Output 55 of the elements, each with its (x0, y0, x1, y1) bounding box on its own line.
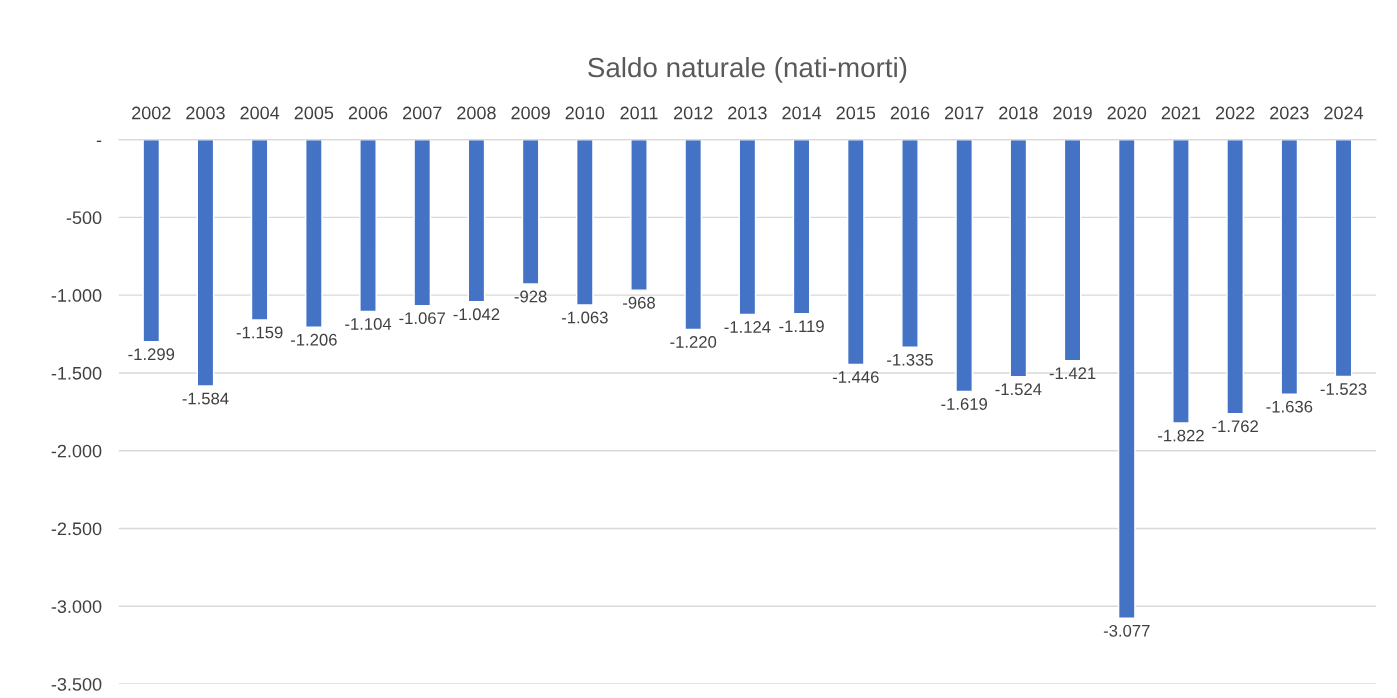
x-tick-label: 2006 (348, 106, 388, 120)
data-label: -1.446 (832, 371, 879, 383)
x-tick-label: 2017 (945, 106, 984, 120)
data-label: -1.104 (345, 317, 392, 330)
data-label: -1.042 (453, 308, 500, 321)
data-label: -1.124 (724, 321, 771, 333)
x-tick-label: 2010 (565, 106, 605, 120)
data-label: -1.119 (779, 320, 824, 333)
data-label: -1.524 (995, 383, 1042, 396)
x-tick-label: 2011 (620, 106, 658, 120)
data-label: -968 (623, 296, 655, 309)
x-tick-label: 2007 (403, 106, 442, 120)
x-tick-label: 2018 (999, 106, 1038, 120)
chart-title: Saldo naturale (nati-morti) (588, 56, 907, 83)
y-tick-label: -1.500 (51, 366, 102, 380)
y-tick-label: -2.000 (51, 444, 102, 458)
y-tick-label: - (96, 140, 102, 143)
y-tick-label: -2.500 (51, 522, 102, 536)
data-label: -1.636 (1266, 400, 1313, 413)
data-label: -1.220 (670, 336, 717, 348)
data-label: -1.822 (1158, 429, 1204, 442)
data-label: -1.762 (1212, 420, 1258, 433)
data-label: -928 (514, 290, 547, 303)
data-label: -1.523 (1320, 383, 1367, 395)
data-label: -1.299 (128, 348, 175, 361)
y-tick-label: -1.000 (51, 289, 102, 302)
x-tick-label: 2002 (132, 106, 171, 120)
x-tick-label: 2005 (294, 106, 334, 120)
y-tick-label: -3.500 (51, 677, 102, 691)
data-label: -1.067 (399, 312, 446, 325)
data-label: -1.619 (941, 398, 988, 410)
x-tick-label: 2014 (782, 106, 822, 120)
data-label: -1.335 (887, 353, 933, 366)
data-label: -1.584 (182, 392, 229, 405)
data-label: -3.077 (1103, 624, 1150, 637)
x-tick-label: 2020 (1107, 106, 1147, 120)
y-tick-label: -3.000 (51, 600, 102, 613)
x-tick-label: 2013 (728, 106, 767, 120)
x-tick-label: 2019 (1053, 106, 1092, 120)
x-tick-label: 2016 (890, 106, 930, 120)
data-label: -1.206 (290, 333, 337, 346)
x-tick-label: 2022 (1215, 106, 1255, 120)
x-tick-label: 2015 (836, 106, 876, 120)
x-tick-label: 2024 (1324, 106, 1364, 120)
x-tick-label: 2004 (240, 106, 280, 120)
data-label: -1.421 (1049, 367, 1096, 379)
x-tick-label: 2009 (511, 106, 550, 120)
y-tick-label: -500 (66, 211, 102, 225)
x-tick-label: 2012 (674, 106, 713, 120)
x-tick-label: 2008 (457, 106, 496, 120)
x-tick-label: 2023 (1270, 106, 1309, 120)
x-tick-label: 2003 (186, 106, 225, 120)
x-tick-label: 2021 (1161, 106, 1201, 120)
data-label: -1.159 (236, 326, 283, 339)
data-label: -1.063 (561, 311, 608, 324)
